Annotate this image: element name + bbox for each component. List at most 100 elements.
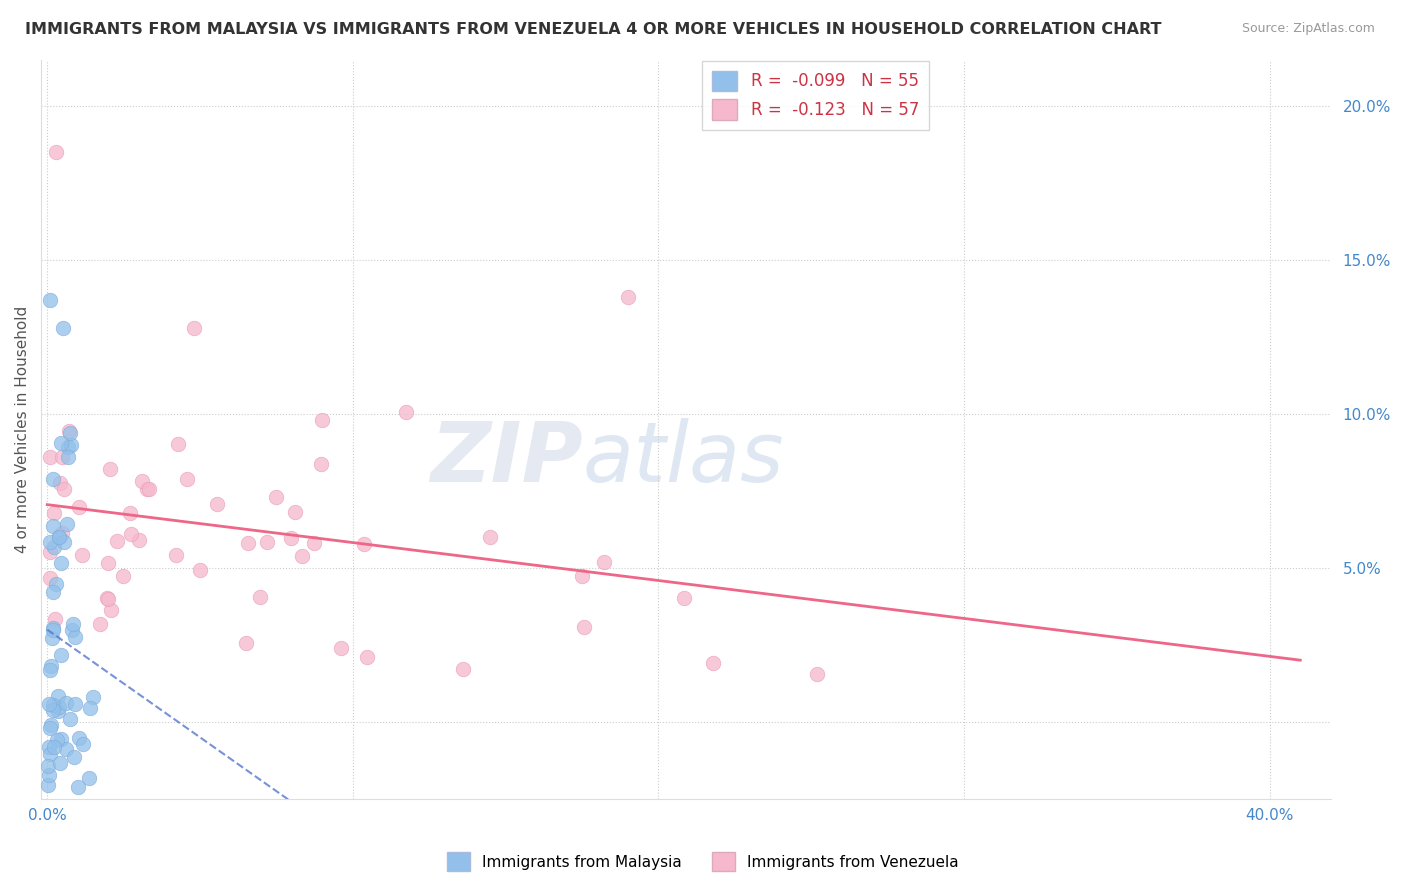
Point xyxy=(166,549,188,563)
Point xyxy=(56,450,79,464)
Point xyxy=(55,696,77,710)
Point xyxy=(38,768,60,782)
Text: atlas: atlas xyxy=(583,418,785,500)
Point xyxy=(479,530,502,544)
Point xyxy=(183,320,205,334)
Point xyxy=(53,534,76,549)
Point xyxy=(256,534,278,549)
Point xyxy=(51,436,73,450)
Point xyxy=(65,697,87,711)
Point xyxy=(44,612,66,626)
Point xyxy=(302,535,325,549)
Point xyxy=(46,689,69,703)
Point xyxy=(39,747,62,761)
Point xyxy=(51,731,73,746)
Point xyxy=(67,500,90,514)
Point xyxy=(46,704,69,718)
Point xyxy=(136,482,159,496)
Point xyxy=(41,518,63,533)
Point xyxy=(58,440,80,454)
Point xyxy=(264,491,287,505)
Point xyxy=(236,536,259,550)
Point xyxy=(41,585,63,599)
Point xyxy=(617,290,640,304)
Point xyxy=(100,602,122,616)
Point xyxy=(39,571,62,585)
Point xyxy=(45,145,67,159)
Point xyxy=(58,425,80,440)
Point xyxy=(51,648,73,663)
Point xyxy=(353,536,375,550)
Point xyxy=(235,636,257,650)
Point xyxy=(309,457,332,471)
Point xyxy=(571,568,593,582)
Legend: R =  -0.099   N = 55, R =  -0.123   N = 57: R = -0.099 N = 55, R = -0.123 N = 57 xyxy=(703,61,929,129)
Point xyxy=(67,731,90,745)
Text: IMMIGRANTS FROM MALAYSIA VS IMMIGRANTS FROM VENEZUELA 4 OR MORE VEHICLES IN HOUS: IMMIGRANTS FROM MALAYSIA VS IMMIGRANTS F… xyxy=(25,22,1161,37)
Point xyxy=(49,756,72,770)
Point xyxy=(42,703,65,717)
Point xyxy=(138,482,160,496)
Point xyxy=(806,667,828,681)
Point xyxy=(45,577,67,591)
Point xyxy=(39,545,62,559)
Point xyxy=(42,541,65,555)
Point xyxy=(77,771,100,785)
Point xyxy=(593,555,616,569)
Point xyxy=(53,482,76,496)
Text: Source: ZipAtlas.com: Source: ZipAtlas.com xyxy=(1241,22,1375,36)
Point xyxy=(82,690,104,704)
Point xyxy=(72,737,94,751)
Point xyxy=(120,527,142,541)
Point xyxy=(453,663,475,677)
Point xyxy=(59,712,82,726)
Point xyxy=(249,591,271,605)
Point xyxy=(280,531,302,545)
Point xyxy=(42,740,65,755)
Point xyxy=(96,592,118,607)
Point xyxy=(49,556,72,570)
Point xyxy=(131,475,153,489)
Point xyxy=(44,506,66,520)
Point xyxy=(702,656,724,670)
Point xyxy=(67,780,90,794)
Point xyxy=(176,472,198,486)
Point xyxy=(72,549,94,563)
Point xyxy=(55,742,77,756)
Point xyxy=(89,616,111,631)
Point xyxy=(48,530,70,544)
Point xyxy=(97,556,120,570)
Point xyxy=(290,549,312,563)
Point xyxy=(205,497,228,511)
Point xyxy=(38,739,60,754)
Point xyxy=(329,640,352,655)
Point xyxy=(51,320,73,334)
Point xyxy=(673,591,696,606)
Point xyxy=(48,699,70,714)
Point xyxy=(105,534,128,549)
Point xyxy=(39,293,62,307)
Point xyxy=(60,438,83,452)
Point xyxy=(38,697,60,711)
Point xyxy=(37,778,59,792)
Point xyxy=(188,563,211,577)
Point xyxy=(356,650,378,665)
Point xyxy=(41,622,63,636)
Point xyxy=(118,506,141,520)
Point xyxy=(167,437,190,451)
Point xyxy=(38,535,60,549)
Point xyxy=(39,450,62,464)
Point xyxy=(112,569,135,583)
Point xyxy=(572,620,595,634)
Point xyxy=(63,630,86,644)
Point xyxy=(41,631,63,645)
Point xyxy=(41,718,63,732)
Point xyxy=(98,462,121,476)
Text: ZIP: ZIP xyxy=(430,418,583,500)
Point xyxy=(41,659,63,673)
Point xyxy=(48,530,70,544)
Point xyxy=(395,404,418,418)
Point xyxy=(39,663,62,677)
Point xyxy=(128,533,150,548)
Point xyxy=(38,721,60,735)
